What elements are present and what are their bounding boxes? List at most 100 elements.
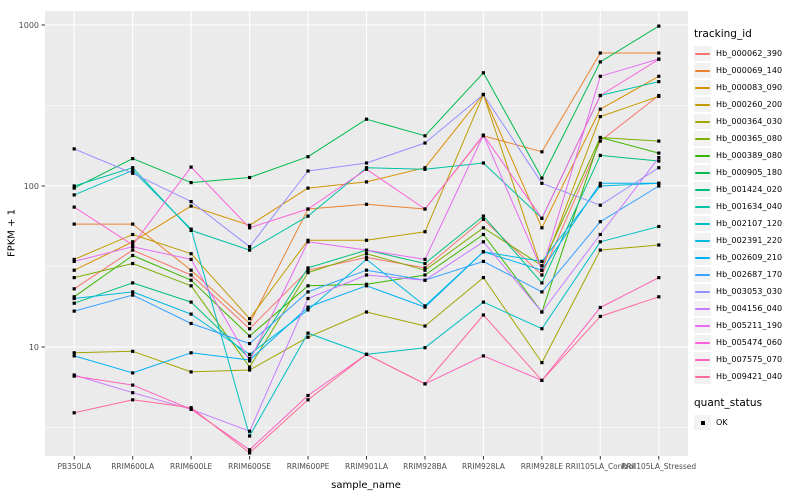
legend-item: Hb_002107_120 (694, 215, 799, 232)
data-point (423, 134, 427, 138)
data-point (364, 238, 369, 242)
data-point (657, 51, 661, 55)
data-point (423, 257, 427, 261)
data-point (306, 186, 310, 190)
legend-label: Hb_004156_040 (716, 304, 783, 313)
legend-label: Hb_007575_070 (716, 355, 783, 364)
data-point (248, 368, 252, 372)
data-point (248, 327, 252, 331)
data-point (248, 245, 252, 249)
legend-item: Hb_000260_200 (694, 96, 799, 113)
data-point (131, 240, 135, 244)
data-point (131, 398, 135, 402)
data-point (72, 301, 76, 305)
data-point (131, 232, 135, 237)
data-point (598, 305, 602, 310)
legend-key (694, 335, 711, 350)
data-point (598, 248, 602, 252)
data-point (423, 346, 427, 350)
data-point (131, 245, 135, 249)
data-point (189, 227, 193, 231)
legend-label: OK (716, 418, 728, 427)
data-point (306, 296, 310, 301)
x-tick-label: RRIM600LE (170, 462, 213, 471)
legend-item-ok: OK (694, 414, 799, 431)
data-point (540, 361, 544, 365)
data-point (598, 181, 602, 185)
data-point (189, 300, 193, 304)
data-point (423, 261, 427, 266)
data-point (598, 93, 602, 98)
data-point (189, 284, 193, 288)
data-point (598, 51, 602, 55)
data-point (306, 266, 310, 270)
data-point (657, 24, 661, 28)
legend-swatch-line (695, 273, 710, 276)
data-point (540, 327, 544, 331)
legend-swatch-line (695, 256, 710, 259)
data-point (72, 309, 76, 313)
legend-label: Hb_000083_090 (716, 83, 783, 92)
legend-label: Hb_002391_220 (716, 236, 783, 245)
data-point (657, 295, 661, 299)
legend-item: Hb_000069_140 (694, 62, 799, 79)
data-point (364, 284, 369, 288)
x-axis-title: sample_name (331, 480, 401, 491)
legend-label: Hb_000062_390 (716, 49, 783, 58)
data-point (131, 349, 135, 353)
legend-label: Hb_000365_080 (716, 134, 783, 143)
data-point (540, 378, 544, 382)
data-point (657, 74, 661, 78)
data-point (364, 257, 369, 261)
legend-swatch-line (695, 375, 710, 378)
data-point (189, 278, 193, 282)
data-point (657, 184, 661, 188)
data-point (248, 175, 252, 180)
data-point (423, 230, 427, 234)
x-tick-label: RRII105LA_Stressed (621, 462, 696, 471)
legend-item: Hb_004156_040 (694, 300, 799, 317)
data-point (364, 167, 369, 171)
data-point (72, 259, 76, 263)
data-point (306, 398, 310, 402)
data-point (248, 321, 252, 326)
data-point (598, 240, 602, 244)
data-point (423, 305, 427, 309)
data-point (189, 257, 193, 261)
legend-label: Hb_005474_060 (716, 338, 783, 347)
data-point (72, 374, 76, 378)
data-point (657, 151, 661, 155)
data-point (248, 352, 252, 356)
data-point (72, 193, 76, 197)
data-point (72, 295, 76, 299)
data-point (481, 71, 485, 75)
data-point (598, 184, 602, 188)
legend-label: Hb_000069_140 (716, 66, 783, 75)
data-point (364, 248, 369, 252)
data-point (189, 268, 193, 272)
x-tick-label: RRIM600SE (228, 462, 271, 471)
legend-swatch-line (695, 154, 710, 157)
data-point (248, 248, 252, 252)
data-point (72, 287, 76, 291)
legend-label: Hb_003053_030 (716, 287, 783, 296)
data-point (540, 216, 544, 220)
data-point (657, 80, 661, 84)
data-point (189, 321, 193, 326)
legend-label: Hb_002107_120 (716, 219, 783, 228)
legend-items: Hb_000062_390 Hb_000069_140 Hb_000083_090 H… (694, 45, 799, 385)
legend-title-quant-status: quant_status (694, 397, 763, 409)
data-point (131, 383, 135, 387)
legend-item: Hb_001424_020 (694, 181, 799, 198)
data-point (306, 207, 310, 211)
legend-key (694, 97, 711, 112)
data-point (598, 153, 602, 157)
data-point (598, 135, 602, 140)
data-point (364, 310, 369, 314)
x-tick-label: PB350LA (57, 462, 91, 471)
data-point (189, 165, 193, 169)
legend-item: Hb_002609_210 (694, 249, 799, 266)
data-point (306, 284, 310, 288)
legend-key (694, 63, 711, 78)
